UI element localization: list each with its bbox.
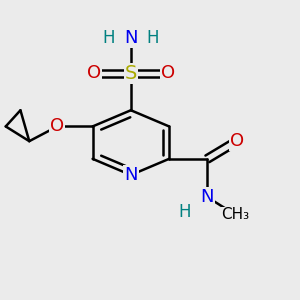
Text: S: S	[125, 64, 137, 83]
Text: O: O	[230, 132, 244, 150]
Text: O: O	[160, 64, 175, 82]
Text: O: O	[87, 64, 101, 82]
Text: N: N	[201, 188, 214, 206]
Text: N: N	[124, 29, 138, 47]
Text: O: O	[50, 117, 64, 135]
Text: CH₃: CH₃	[221, 207, 250, 222]
Text: N: N	[124, 166, 138, 184]
Text: H: H	[103, 29, 115, 47]
Text: H: H	[178, 203, 191, 221]
Text: H: H	[147, 29, 159, 47]
